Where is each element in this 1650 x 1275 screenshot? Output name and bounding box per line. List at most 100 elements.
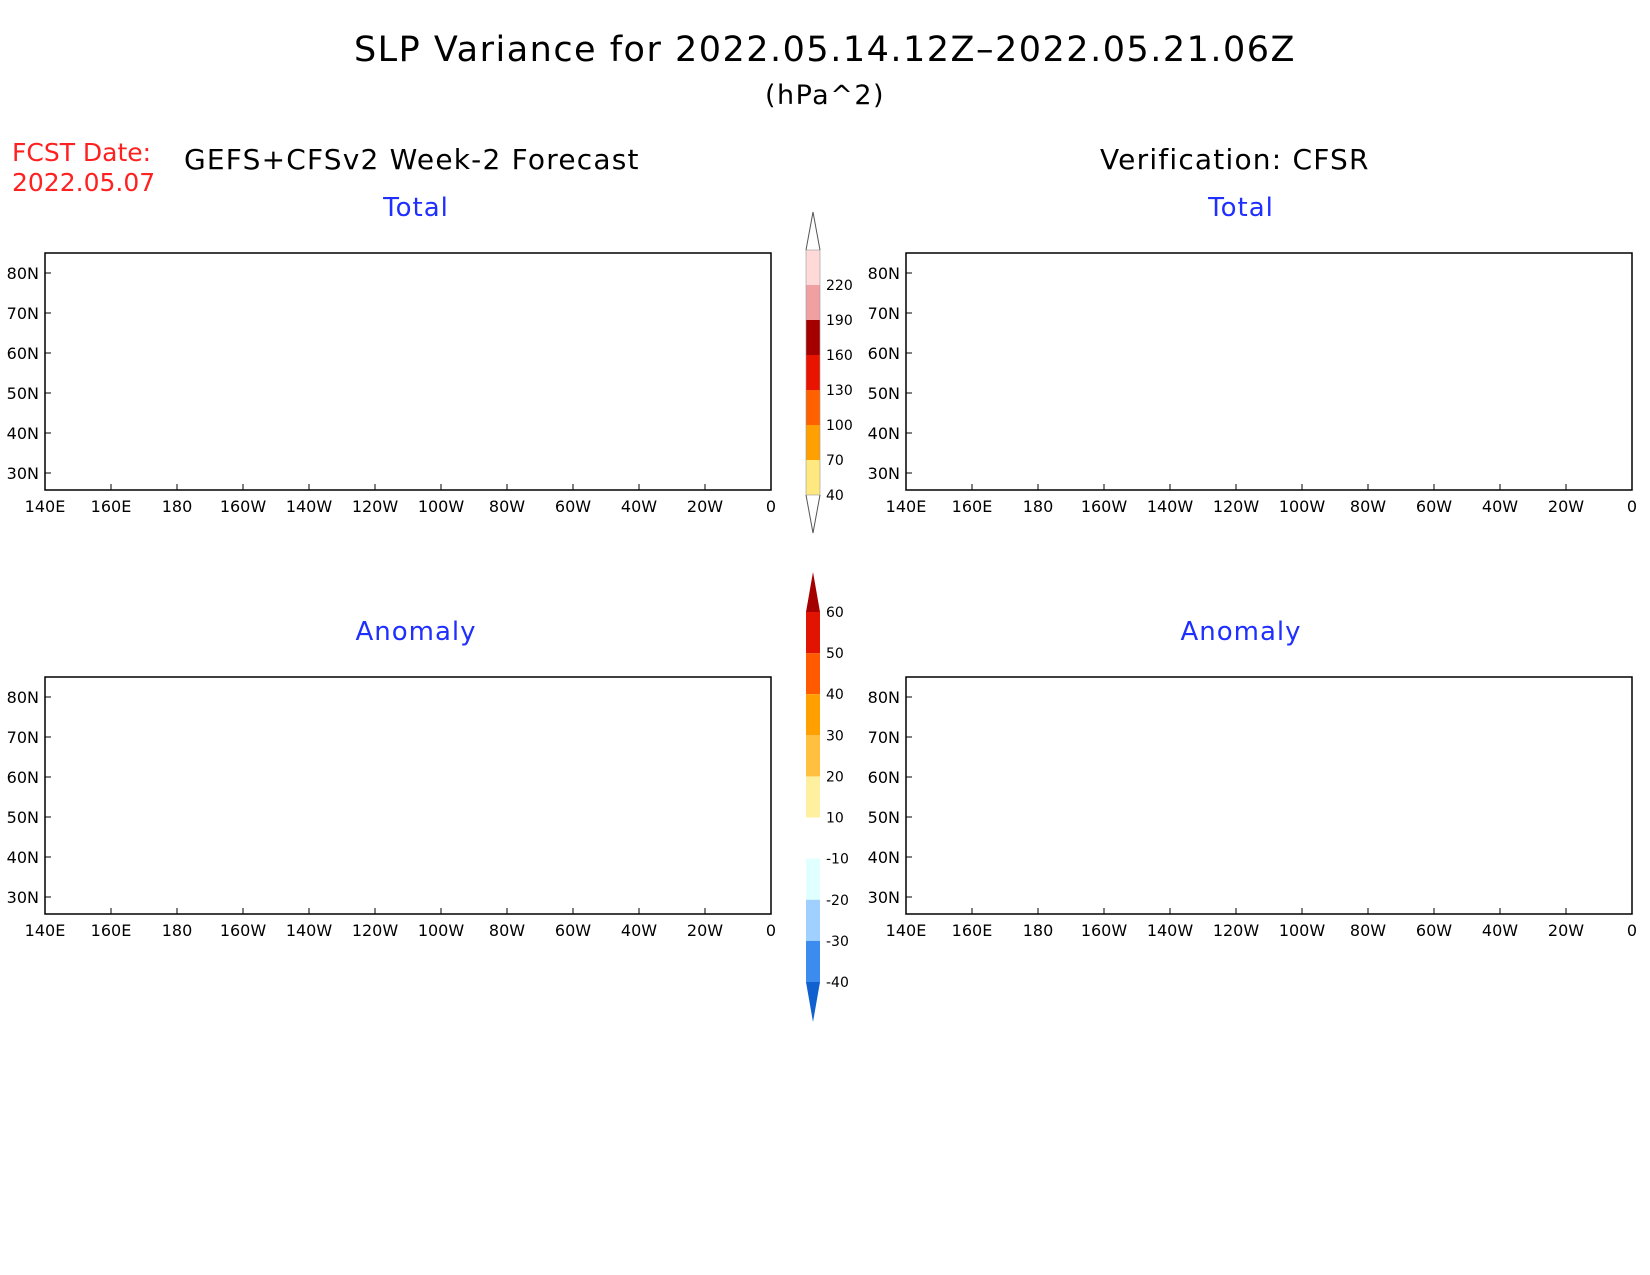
forecast-total-lon-label: 80W	[489, 497, 525, 516]
forecast-total-panel	[44, 252, 772, 491]
total-colorbar-label: 160	[826, 348, 853, 364]
forecast-anomaly-lon-label: 20W	[687, 921, 723, 940]
total-colorbar-label: 220	[826, 278, 853, 294]
forecast-total-title: Total	[383, 193, 449, 223]
total-colorbar-swatch	[806, 250, 820, 285]
forecast-total-lon-label: 180	[162, 497, 193, 516]
forecast-anomaly-lat-label: 40N	[7, 848, 39, 867]
anomaly-colorbar-swatch	[806, 940, 820, 982]
forecast-total-lat-label: 30N	[7, 464, 39, 483]
verification-anomaly-lon-label: 140W	[1147, 921, 1194, 940]
anomaly-colorbar-swatch	[806, 817, 820, 859]
forecast-anomaly-lat-label: 30N	[7, 888, 39, 907]
verification-anomaly-lon-label: 20W	[1548, 921, 1584, 940]
verification-total-lon-label: 0	[1627, 497, 1637, 516]
total-colorbar-swatch	[806, 320, 820, 355]
verification-total-lon-label: 20W	[1548, 497, 1584, 516]
verification-anomaly-lon-label: 180	[1023, 921, 1054, 940]
anomaly-colorbar-label: 10	[826, 811, 844, 827]
total-colorbar-label: 70	[826, 453, 844, 469]
total-colorbar-swatch	[806, 285, 820, 320]
verification-total-lon-label: 120W	[1213, 497, 1260, 516]
anomaly-colorbar-label: -20	[826, 893, 849, 909]
main-units: (hPa^2)	[764, 80, 886, 111]
anomaly-colorbar-swatch	[806, 612, 820, 654]
anomaly-colorbar-swatch	[806, 653, 820, 695]
forecast-anomaly-lat-label: 60N	[7, 768, 39, 787]
verification-anomaly-lon-label: 80W	[1350, 921, 1386, 940]
verification-total-title: Total	[1208, 193, 1274, 223]
verification-total-lon-label: 40W	[1482, 497, 1518, 516]
total-colorbar-label: 130	[826, 383, 853, 399]
fcst-date-value: 2022.05.07	[12, 168, 156, 197]
total-colorbar-label: 190	[826, 313, 853, 329]
anomaly-colorbar: 60 50 40 30 20 10 -10 -20 -30 -40	[806, 572, 849, 1022]
verification-total-lon-label: 160E	[952, 497, 993, 516]
anomaly-colorbar-label: -40	[826, 975, 849, 991]
verification-total-lat-label: 40N	[868, 424, 900, 443]
anomaly-colorbar-swatch	[806, 776, 820, 818]
verification-total-lat-label: 50N	[868, 384, 900, 403]
verification-anomaly-lon-label: 160W	[1081, 921, 1128, 940]
verification-total-lon-label: 140W	[1147, 497, 1194, 516]
verification-anomaly-lat-label: 70N	[868, 728, 900, 747]
verification-total-lat-label: 30N	[868, 464, 900, 483]
verification-anomaly-lat-label: 40N	[868, 848, 900, 867]
forecast-total-lat-label: 40N	[7, 424, 39, 443]
verification-total-lon-label: 140E	[886, 497, 927, 516]
verification-anomaly-lat-label: 30N	[868, 888, 900, 907]
verification-total-lat-label: 60N	[868, 344, 900, 363]
forecast-total-lon-label: 40W	[621, 497, 657, 516]
verification-total-lon-label: 60W	[1416, 497, 1452, 516]
verification-total-lon-label: 100W	[1279, 497, 1326, 516]
verification-total-panel	[905, 252, 1633, 491]
forecast-anomaly-lon-label: 0	[766, 921, 776, 940]
verification-anomaly-lon-label: 40W	[1482, 921, 1518, 940]
anomaly-colorbar-swatch	[806, 858, 820, 900]
forecast-heading: GEFS+CFSv2 Week-2 Forecast	[184, 143, 640, 176]
main-title: SLP Variance for 2022.05.14.12Z–2022.05.…	[353, 30, 1297, 70]
forecast-anomaly-lon-label: 60W	[555, 921, 591, 940]
anomaly-colorbar-bottom-arrow	[806, 982, 820, 1022]
anomaly-colorbar-swatch	[806, 735, 820, 777]
forecast-total-lon-label: 100W	[418, 497, 465, 516]
forecast-anomaly-lon-label: 120W	[352, 921, 399, 940]
verification-anomaly-lat-label: 50N	[868, 808, 900, 827]
total-colorbar-swatch	[806, 460, 820, 495]
forecast-total-lon-label: 20W	[687, 497, 723, 516]
verification-anomaly-title: Anomaly	[1180, 617, 1302, 647]
anomaly-colorbar-label: -10	[826, 852, 849, 868]
forecast-total-lon-label: 160W	[220, 497, 267, 516]
anomaly-colorbar-label: 50	[826, 646, 844, 662]
forecast-anomaly-lon-label: 180	[162, 921, 193, 940]
forecast-total-lon-label: 140W	[286, 497, 333, 516]
total-colorbar-swatch	[806, 355, 820, 390]
total-colorbar-label: 100	[826, 418, 853, 434]
forecast-total-lon-label: 60W	[555, 497, 591, 516]
verification-anomaly-lon-label: 120W	[1213, 921, 1260, 940]
forecast-anomaly-lon-label: 40W	[621, 921, 657, 940]
verification-heading: Verification: CFSR	[1100, 143, 1370, 176]
forecast-total-lat-label: 80N	[7, 264, 39, 283]
forecast-anomaly-lon-label: 140E	[25, 921, 66, 940]
forecast-total-lon-label: 120W	[352, 497, 399, 516]
anomaly-colorbar-label: -30	[826, 934, 849, 950]
verification-anomaly-lon-label: 100W	[1279, 921, 1326, 940]
verification-total-lon-label: 80W	[1350, 497, 1386, 516]
verification-anomaly-lat-label: 60N	[868, 768, 900, 787]
verification-anomaly-lon-label: 0	[1627, 921, 1637, 940]
forecast-total-lat-label: 70N	[7, 304, 39, 323]
forecast-anomaly-lat-label: 50N	[7, 808, 39, 827]
anomaly-colorbar-swatch	[806, 694, 820, 736]
forecast-anomaly-lon-label: 100W	[418, 921, 465, 940]
anomaly-colorbar-label: 60	[826, 605, 844, 621]
forecast-anomaly-lon-label: 160W	[220, 921, 267, 940]
forecast-anomaly-lat-label: 80N	[7, 688, 39, 707]
verification-total-lat-label: 70N	[868, 304, 900, 323]
verification-total-lon-label: 180	[1023, 497, 1054, 516]
verification-total-lon-label: 160W	[1081, 497, 1128, 516]
forecast-anomaly-panel	[44, 676, 772, 915]
anomaly-colorbar-label: 30	[826, 728, 844, 744]
forecast-total-lat-label: 60N	[7, 344, 39, 363]
